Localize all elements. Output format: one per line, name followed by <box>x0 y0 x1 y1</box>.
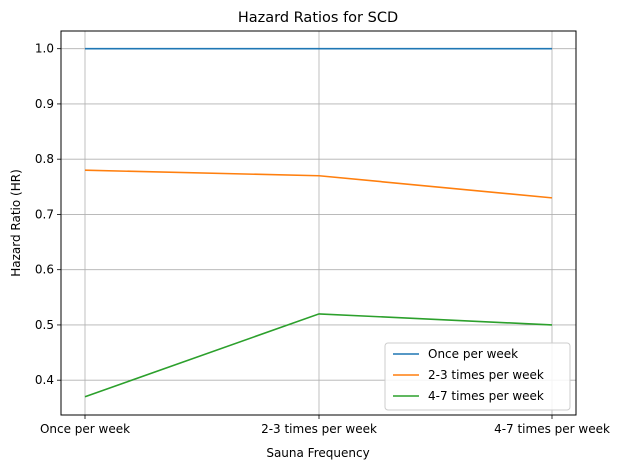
legend-label: 2-3 times per week <box>428 368 544 382</box>
y-tick-label: 0.5 <box>35 318 54 332</box>
legend-label: Once per week <box>428 347 518 361</box>
ticks: Once per week 2-3 times per week 4-7 times… <box>35 42 610 436</box>
legend-label: 4-7 times per week <box>428 389 544 403</box>
legend-box <box>384 342 571 411</box>
y-axis-label: Hazard Ratio (HR) <box>9 169 23 277</box>
y-tick-label: 0.4 <box>35 373 54 387</box>
series-lines <box>84 47 553 398</box>
y-tick-label: 0.6 <box>35 263 54 277</box>
x-tick-label: Once per week <box>40 422 130 436</box>
x-axis-label: Sauna Frequency <box>266 446 369 460</box>
legend: Once per week 2-3 times per week 4-7 times… <box>384 342 571 411</box>
y-tick-label: 0.8 <box>35 152 54 166</box>
y-tick-label: 1.0 <box>35 42 54 56</box>
series-line-2 <box>84 169 553 199</box>
series-line-3 <box>84 313 553 398</box>
plot-frame <box>60 30 577 416</box>
x-tick-label: 4-7 times per week <box>494 422 610 436</box>
x-tick-label: 2-3 times per week <box>261 422 377 436</box>
y-tick-label: 0.9 <box>35 97 54 111</box>
y-tick-label: 0.7 <box>35 207 54 221</box>
chart-title: Hazard Ratios for SCD <box>238 10 398 26</box>
